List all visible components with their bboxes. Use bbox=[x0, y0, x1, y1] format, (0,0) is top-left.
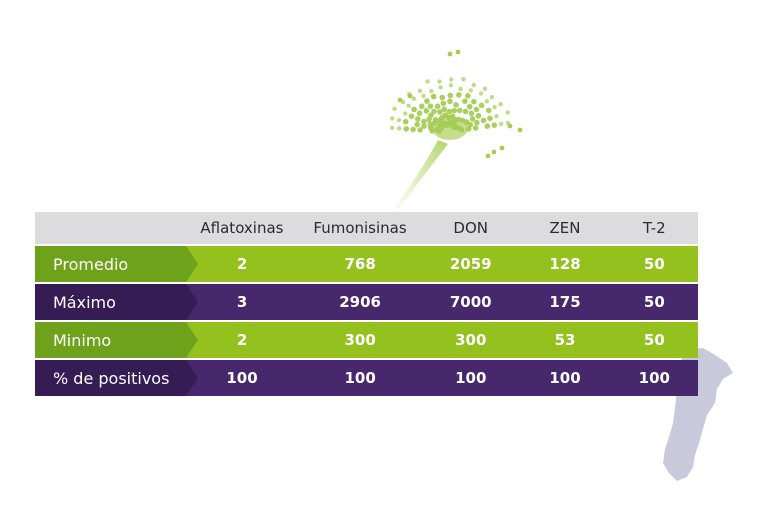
column-header: Fumonisinas bbox=[313, 219, 407, 237]
fungus-spore-icon bbox=[390, 49, 523, 217]
mycotoxin-table: Aflatoxinas Fumonisinas DON ZEN T-2 Prom… bbox=[35, 212, 698, 396]
table-row: Promedio 2 768 2059 128 50 bbox=[35, 246, 698, 282]
column-header: Aflatoxinas bbox=[200, 219, 284, 237]
column-header: T-2 bbox=[642, 219, 666, 237]
table-row: Minimo 2 300 300 53 50 bbox=[35, 322, 698, 358]
table-cell: 2906 bbox=[339, 293, 381, 311]
table-cell: 100 bbox=[226, 369, 258, 387]
column-header: ZEN bbox=[549, 219, 581, 237]
table-row: % de positivos 100 100 100 100 100 bbox=[35, 360, 698, 396]
row-label: % de positivos bbox=[35, 360, 198, 396]
table-cell: 50 bbox=[643, 255, 665, 273]
table-cell: 175 bbox=[549, 293, 581, 311]
table-cell: 300 bbox=[344, 331, 376, 349]
table-cell: 100 bbox=[638, 369, 670, 387]
table-cell: 100 bbox=[549, 369, 581, 387]
table-row: Máximo 3 2906 7000 175 50 bbox=[35, 284, 698, 320]
row-label: Minimo bbox=[35, 322, 198, 358]
table-cell: 2 bbox=[236, 331, 248, 349]
table-cell: 300 bbox=[455, 331, 487, 349]
row-label: Máximo bbox=[35, 284, 198, 320]
table-cell: 2059 bbox=[449, 255, 492, 273]
table-cell: 100 bbox=[344, 369, 376, 387]
table-cell: 100 bbox=[455, 369, 487, 387]
table-cell: 128 bbox=[549, 255, 581, 273]
table-header: Aflatoxinas Fumonisinas DON ZEN T-2 bbox=[35, 212, 698, 244]
table-cell: 2 bbox=[236, 255, 248, 273]
table-cell: 3 bbox=[236, 293, 248, 311]
table-cell: 50 bbox=[643, 331, 665, 349]
table-cell: 768 bbox=[344, 255, 376, 273]
table-cell: 7000 bbox=[449, 293, 492, 311]
row-label: Promedio bbox=[35, 246, 198, 282]
table-cell: 50 bbox=[643, 293, 665, 311]
column-header: DON bbox=[453, 219, 488, 237]
table-cell: 53 bbox=[554, 331, 576, 349]
